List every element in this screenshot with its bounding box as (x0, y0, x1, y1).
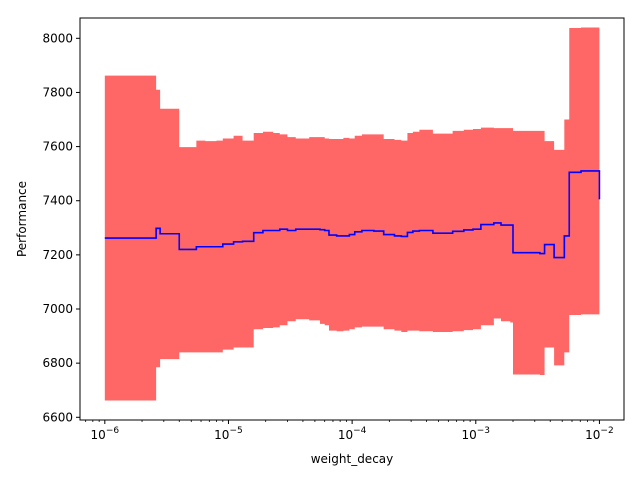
y-tick-label: 7400 (42, 194, 73, 208)
plot-area (104, 27, 601, 401)
confidence-band (104, 27, 600, 401)
x-axis-label: weight_decay (311, 452, 394, 466)
performance-line (104, 170, 601, 259)
y-axis: 6600 6800 7000 7200 7400 7600 7800 8000 (42, 31, 80, 424)
x-tick-label: 10−6 (91, 426, 120, 442)
y-tick-label: 6600 (42, 410, 73, 424)
y-tick-label: 7200 (42, 248, 73, 262)
x-axis: 10−6 10−5 10−4 10−3 10−2 (85, 420, 614, 442)
y-tick-label: 8000 (42, 31, 73, 45)
y-tick-label: 6800 (42, 356, 73, 370)
x-tick-label: 10−3 (461, 426, 490, 442)
y-tick-label: 7800 (42, 85, 73, 99)
x-tick-label: 10−2 (585, 426, 614, 442)
y-tick-label: 7000 (42, 302, 73, 316)
x-tick-label: 10−5 (214, 426, 243, 442)
x-tick-label: 10−4 (338, 426, 367, 442)
y-tick-label: 7600 (42, 140, 73, 154)
y-axis-label: Performance (15, 181, 29, 257)
